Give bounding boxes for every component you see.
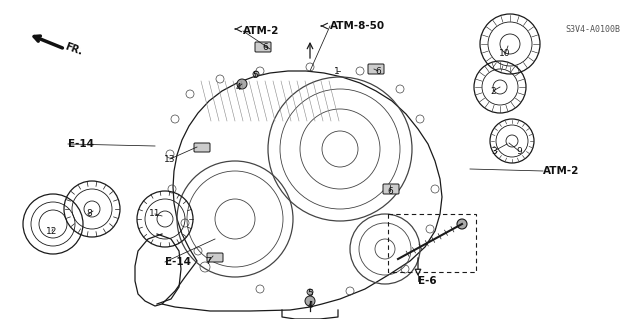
FancyBboxPatch shape bbox=[383, 184, 399, 194]
Text: ATM-8-50: ATM-8-50 bbox=[330, 21, 385, 31]
FancyBboxPatch shape bbox=[194, 143, 210, 152]
Text: 5: 5 bbox=[307, 290, 313, 299]
Text: 7: 7 bbox=[205, 257, 211, 266]
Text: 9: 9 bbox=[516, 146, 522, 155]
Text: S3V4-A0100B: S3V4-A0100B bbox=[565, 25, 620, 33]
FancyBboxPatch shape bbox=[207, 253, 223, 262]
Text: ATM-2: ATM-2 bbox=[243, 26, 280, 36]
Circle shape bbox=[457, 219, 467, 229]
Text: 13: 13 bbox=[164, 154, 176, 164]
Text: 12: 12 bbox=[46, 226, 58, 235]
Text: 6: 6 bbox=[262, 42, 268, 51]
Text: 8: 8 bbox=[86, 210, 92, 219]
Text: ATM-2: ATM-2 bbox=[543, 166, 579, 176]
Circle shape bbox=[253, 71, 259, 77]
Text: 3: 3 bbox=[491, 146, 497, 155]
Text: 2: 2 bbox=[490, 86, 496, 95]
Text: E-14: E-14 bbox=[68, 139, 94, 149]
Circle shape bbox=[307, 289, 313, 295]
Text: 10: 10 bbox=[499, 49, 511, 58]
Text: E-14: E-14 bbox=[165, 257, 191, 267]
Bar bbox=[388, 214, 476, 272]
Text: 4: 4 bbox=[235, 83, 241, 92]
Circle shape bbox=[305, 296, 315, 306]
Circle shape bbox=[237, 79, 247, 89]
Text: FR.: FR. bbox=[63, 41, 83, 57]
Text: 5: 5 bbox=[252, 71, 258, 80]
Text: 1: 1 bbox=[334, 66, 340, 76]
Text: 6: 6 bbox=[375, 66, 381, 76]
Text: 4: 4 bbox=[307, 300, 313, 309]
FancyBboxPatch shape bbox=[368, 64, 384, 74]
Text: 6: 6 bbox=[387, 187, 393, 196]
FancyBboxPatch shape bbox=[255, 42, 271, 52]
Text: 11: 11 bbox=[149, 210, 161, 219]
Text: E-6: E-6 bbox=[418, 276, 436, 286]
